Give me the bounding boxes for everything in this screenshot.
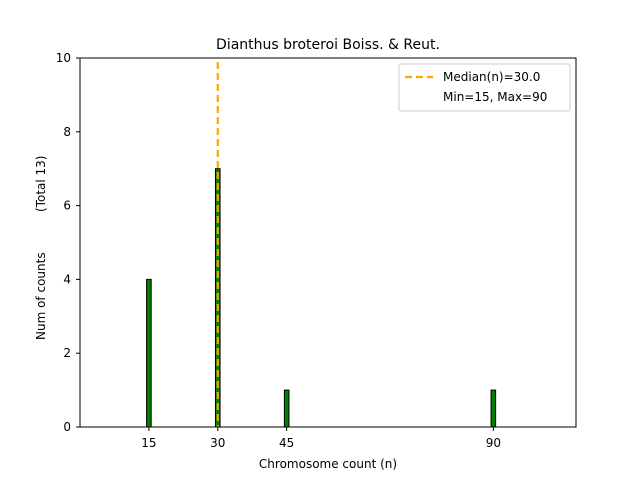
y-tick-label-10: 10 xyxy=(56,51,71,65)
chart-title: Dianthus broteroi Boiss. & Reut. xyxy=(216,37,440,53)
legend-entry-minmax: Min=15, Max=90 xyxy=(443,90,547,104)
bar-90 xyxy=(490,389,497,428)
x-axis-label: Chromosome count (n) xyxy=(259,457,397,471)
legend-entry-median: Median(n)=30.0 xyxy=(443,70,540,84)
x-tick-label-45: 45 xyxy=(279,436,294,450)
legend-box xyxy=(398,63,571,112)
bar-15 xyxy=(146,278,152,428)
plot-frame xyxy=(79,57,577,428)
y-axis-label: Num of counts xyxy=(34,252,48,340)
y-tick-label-8: 8 xyxy=(63,125,71,139)
bar-45 xyxy=(283,389,290,428)
x-tick-label-30: 30 xyxy=(210,436,225,450)
y-tick-label-0: 0 xyxy=(63,420,71,434)
y-tick-label-6: 6 xyxy=(63,199,71,213)
x-tick-label-15: 15 xyxy=(141,436,156,450)
y-tick-label-2: 2 xyxy=(63,346,71,360)
y-axis-total-label: (Total 13) xyxy=(34,156,48,212)
x-tick-label-90: 90 xyxy=(486,436,501,450)
y-tick-label-4: 4 xyxy=(63,272,71,286)
